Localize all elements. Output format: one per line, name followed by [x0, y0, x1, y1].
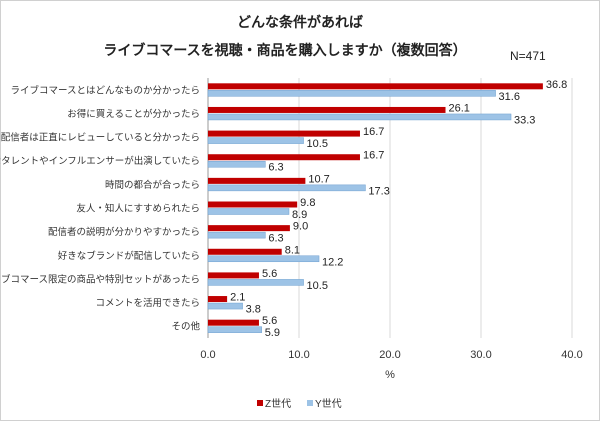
x-tick-label: 30.0 [470, 349, 491, 361]
legend-swatch [257, 400, 263, 406]
bar-y-generation [207, 255, 320, 263]
bar-y-generation [207, 184, 366, 192]
category-label: 配信者の説明が分かりやすかったら [48, 226, 200, 238]
category-label: 配信者は正直にレビューしていると分かったら [1, 132, 200, 144]
sample-size: N=471 [510, 49, 546, 63]
bar-z-generation [208, 296, 228, 303]
bar-z-generation [208, 130, 360, 137]
data-label: 6.3 [268, 233, 283, 245]
data-label: 31.6 [499, 91, 520, 103]
legend-label: Y世代 [315, 398, 342, 410]
bar-z-generation [208, 248, 282, 255]
bar-y-generation [207, 90, 496, 97]
data-label: 2.1 [230, 292, 245, 304]
category-label: 時間の都合が合ったら [105, 179, 200, 191]
data-label: 16.7 [363, 150, 384, 162]
category-label: お得に買えることが分かったら [67, 108, 200, 120]
data-label: 16.7 [363, 126, 384, 138]
bar-z-generation [208, 154, 360, 161]
chart-title-line-2: ライブコマースを視聴・商品を購入しますか（複数回答） [103, 42, 466, 58]
bar-y-generation [207, 231, 266, 239]
data-label: 33.3 [514, 114, 535, 126]
data-label: 10.7 [308, 173, 329, 185]
x-tick-label: 10.0 [288, 349, 309, 361]
bar-y-generation [207, 279, 304, 286]
bar-y-generation [207, 208, 290, 215]
data-label: 8.1 [285, 244, 300, 256]
category-label: ライブコマースとはどんなものか分かったら [10, 84, 200, 96]
bar-y-generation [207, 302, 243, 310]
bar-z-generation [208, 272, 259, 279]
data-label: 8.9 [292, 209, 307, 221]
x-axis-label: % [385, 369, 395, 381]
bar-z-generation [208, 106, 446, 113]
bar-z-generation [208, 83, 543, 90]
data-label: 5.9 [265, 327, 280, 339]
bar-z-generation [208, 319, 259, 326]
data-label: 10.5 [307, 138, 328, 150]
bar-y-generation [207, 326, 262, 333]
x-tick-label: 20.0 [379, 349, 400, 361]
bar-y-generation [207, 137, 304, 144]
legend-label: Z世代 [265, 398, 291, 410]
x-tick-label: 40.0 [561, 349, 582, 361]
category-label: 好きなタレントやインフルエンサーが出演していたら [0, 155, 200, 167]
data-label: 3.8 [246, 304, 261, 316]
chart-title-line-1: どんな条件があれば [237, 14, 363, 30]
category-label: 好きなブランドが配信していたら [58, 250, 200, 262]
bar-z-generation [208, 225, 290, 232]
legend-swatch [307, 400, 313, 406]
x-tick-label: 0.0 [200, 349, 215, 361]
data-label: 9.0 [293, 221, 308, 233]
data-label: 36.8 [546, 79, 567, 91]
data-label: 26.1 [449, 102, 470, 114]
data-label: 9.8 [300, 197, 315, 209]
bar-y-generation [207, 113, 512, 121]
data-label: 12.2 [322, 256, 343, 268]
category-label: 友人・知人にすすめられたら [76, 203, 200, 215]
bar-z-generation [208, 177, 306, 184]
bar-y-generation [207, 160, 266, 168]
data-label: 17.3 [368, 185, 389, 197]
data-label: 6.3 [268, 162, 283, 174]
bar-z-generation [208, 201, 298, 208]
category-label: ライブコマース限定の商品や特別セットがあったら [0, 273, 200, 285]
category-label: コメントを活用できたら [95, 297, 200, 309]
data-label: 5.6 [262, 315, 277, 327]
data-label: 10.5 [307, 280, 328, 292]
category-label: その他 [171, 321, 200, 333]
data-label: 5.6 [262, 268, 277, 280]
